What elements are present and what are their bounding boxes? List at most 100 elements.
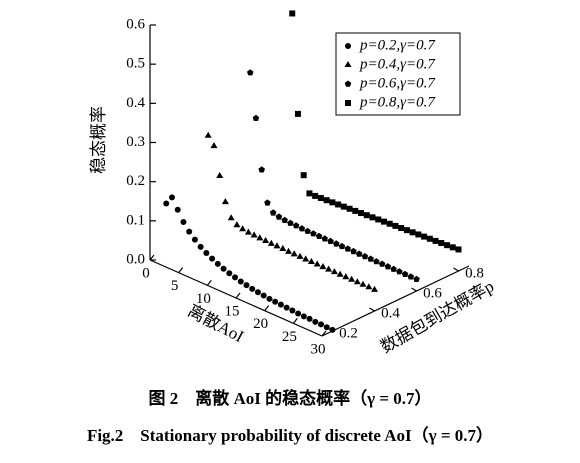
p-tick-label: 0.6 <box>423 285 442 301</box>
p-tick-label: 0.2 <box>339 325 358 341</box>
marker <box>252 114 260 121</box>
marker <box>378 260 386 267</box>
marker <box>346 205 353 212</box>
y-axis-title: 稳态概率 <box>89 106 108 174</box>
marker <box>325 265 333 272</box>
marker <box>312 318 319 325</box>
marker <box>262 236 270 243</box>
marker <box>352 207 359 214</box>
marker <box>298 225 306 232</box>
marker <box>319 263 327 270</box>
marker <box>318 321 325 328</box>
marker <box>272 298 279 305</box>
marker <box>390 265 397 272</box>
marker <box>306 315 313 322</box>
marker <box>336 270 344 277</box>
marker <box>359 280 367 287</box>
marker <box>358 210 365 217</box>
marker <box>239 225 247 232</box>
x-tick-label: 0 <box>142 265 150 281</box>
x-tick-label: 25 <box>282 329 297 345</box>
x-tick <box>178 267 184 274</box>
marker <box>275 213 283 220</box>
marker <box>220 265 227 272</box>
marker <box>237 278 244 285</box>
marker <box>289 10 296 17</box>
marker <box>232 274 239 281</box>
marker <box>210 142 218 149</box>
marker <box>449 244 456 251</box>
marker <box>186 228 193 235</box>
marker <box>335 201 342 208</box>
legend-label: p=0.4,γ=0.7 <box>359 56 436 72</box>
marker <box>367 255 374 262</box>
marker <box>214 260 221 267</box>
marker <box>258 166 265 173</box>
marker <box>221 198 229 205</box>
marker <box>317 195 324 202</box>
marker <box>340 203 347 210</box>
marker <box>407 273 414 280</box>
y-tick-label: 0.5 <box>126 56 145 72</box>
marker <box>365 283 373 290</box>
x-tick <box>149 254 155 261</box>
marker <box>203 249 210 256</box>
x-tick-label: 5 <box>171 278 179 294</box>
marker <box>323 197 330 204</box>
marker <box>249 285 256 292</box>
p-tick <box>411 287 417 292</box>
marker <box>355 250 363 257</box>
marker <box>342 273 350 280</box>
marker <box>330 268 338 275</box>
marker <box>174 206 181 213</box>
marker <box>281 216 288 223</box>
legend-marker <box>345 43 351 49</box>
x-tick <box>292 317 298 324</box>
y-tick-label: 0.3 <box>126 134 145 150</box>
y-tick-label: 0.1 <box>126 212 145 228</box>
marker <box>329 199 336 206</box>
y-tick-label: 0.4 <box>126 95 145 111</box>
x-tick-label: 15 <box>225 303 240 319</box>
x-tick <box>235 292 241 299</box>
marker <box>403 227 410 234</box>
p-tick-label: 0.4 <box>381 305 400 321</box>
marker <box>285 247 292 254</box>
marker <box>287 219 294 226</box>
marker <box>310 230 317 237</box>
marker <box>306 190 313 197</box>
marker <box>312 192 319 199</box>
marker <box>327 237 334 244</box>
marker <box>226 270 233 277</box>
marker <box>348 275 356 282</box>
marker <box>243 282 250 289</box>
legend-label: p=0.6,γ=0.7 <box>359 75 436 91</box>
marker <box>315 232 323 239</box>
marker <box>209 255 216 262</box>
marker <box>254 289 261 296</box>
x-tick-label: 10 <box>196 291 211 307</box>
caption-cn: 图 2 离散 AoI 的稳态概率（γ = 0.7） <box>148 388 431 408</box>
marker <box>247 69 254 76</box>
marker <box>401 270 409 277</box>
marker <box>421 233 428 240</box>
marker <box>216 172 224 178</box>
x-tick-label: 30 <box>311 341 326 357</box>
marker <box>384 263 392 270</box>
x-tick <box>264 305 270 312</box>
marker <box>413 275 420 282</box>
marker <box>296 252 304 259</box>
marker <box>350 247 357 255</box>
marker <box>283 304 290 311</box>
marker <box>277 301 284 308</box>
marker <box>426 235 433 242</box>
marker <box>313 260 321 267</box>
legend-label: p=0.2,γ=0.7 <box>359 37 436 53</box>
marker <box>363 212 370 219</box>
marker <box>256 234 264 241</box>
caption-en: Fig.2 Stationary probability of discrete… <box>87 425 493 445</box>
marker <box>266 295 273 302</box>
marker <box>294 110 301 117</box>
y-tick-label: 0.6 <box>126 16 145 32</box>
